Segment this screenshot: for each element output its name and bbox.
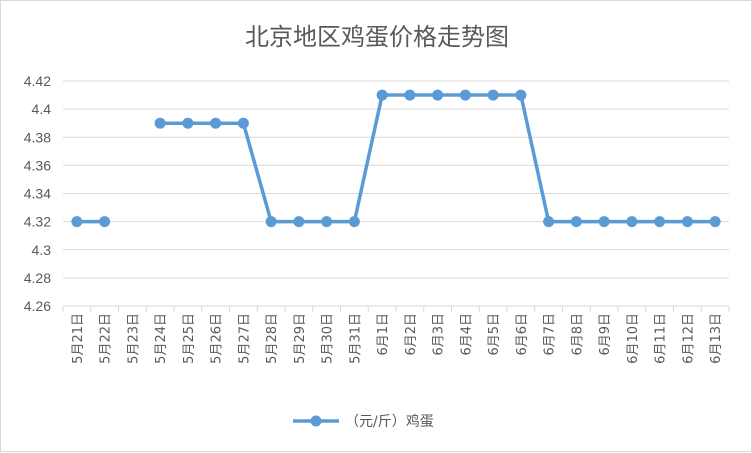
x-tick-label: 5月26日 <box>210 313 225 364</box>
x-tick-label: 5月24日 <box>154 313 169 364</box>
series-layer <box>71 89 721 228</box>
legend: （元/斤）鸡蛋 <box>293 413 434 430</box>
y-tick-label: 4.28 <box>24 270 51 286</box>
data-point <box>321 216 333 228</box>
y-tick-label: 4.4 <box>32 101 52 117</box>
data-point <box>681 216 693 228</box>
x-tick-label: 6月10日 <box>626 313 641 364</box>
x-tick-label: 6月12日 <box>681 313 696 364</box>
data-point <box>404 89 416 101</box>
data-point <box>154 117 166 129</box>
x-tick-label: 6月5日 <box>487 313 502 356</box>
x-tick-label: 6月3日 <box>432 313 447 356</box>
y-tick-label: 4.26 <box>24 298 51 314</box>
data-point <box>709 216 721 228</box>
data-point <box>210 117 222 129</box>
x-tick-label: 5月30日 <box>321 313 336 364</box>
data-point <box>654 216 666 228</box>
x-tick-label: 6月1日 <box>376 313 391 356</box>
x-tick-label: 6月6日 <box>515 313 530 356</box>
y-tick-label: 4.38 <box>24 129 51 145</box>
data-point <box>515 89 527 101</box>
x-tick-label: 6月9日 <box>598 313 613 356</box>
x-tick-label: 6月4日 <box>459 313 474 356</box>
x-tick-label: 6月13日 <box>709 313 724 364</box>
gridlines <box>62 80 730 312</box>
data-point <box>265 216 277 228</box>
x-tick-label: 6月11日 <box>654 313 669 364</box>
y-tick-label: 4.32 <box>24 214 51 230</box>
y-tick-label: 4.34 <box>24 186 51 202</box>
x-tick-label: 6月8日 <box>570 313 585 356</box>
data-point <box>99 216 111 228</box>
data-point <box>293 216 305 228</box>
y-axis-tick-labels: 4.42 4.4 4.38 4.36 4.34 4.32 4.3 4.28 4.26 <box>24 73 51 314</box>
data-point <box>459 89 471 101</box>
chart-title: 北京地区鸡蛋价格走势图 <box>245 23 509 51</box>
data-point <box>71 216 83 228</box>
x-tick-label: 5月28日 <box>265 313 280 364</box>
x-tick-label: 5月25日 <box>182 313 197 364</box>
data-point <box>543 216 555 228</box>
data-point <box>626 216 638 228</box>
data-point <box>237 117 249 129</box>
x-tick-label: 5月22日 <box>99 313 114 364</box>
x-tick-label: 6月2日 <box>404 313 419 356</box>
data-point <box>487 89 499 101</box>
data-point <box>348 216 360 228</box>
x-tick-label: 5月29日 <box>293 313 308 364</box>
legend-label: （元/斤）鸡蛋 <box>345 413 434 430</box>
data-point <box>598 216 610 228</box>
x-tick-label: 5月23日 <box>126 313 141 364</box>
y-tick-label: 4.3 <box>32 242 52 258</box>
x-tick-label: 5月27日 <box>237 313 252 364</box>
data-point <box>182 117 194 129</box>
data-point <box>432 89 444 101</box>
x-axis-tick-labels: 5月21日 5月22日 5月23日 5月24日 5月25日 5月26日 5月27日 5月28日… <box>71 313 724 364</box>
data-point <box>376 89 388 101</box>
series-line <box>76 93 716 224</box>
data-point <box>570 216 582 228</box>
x-tick-label: 5月21日 <box>71 313 86 364</box>
x-tick-label: 5月31日 <box>348 313 363 364</box>
y-tick-label: 4.42 <box>24 73 51 89</box>
x-tick-label: 6月7日 <box>543 313 558 356</box>
legend-marker-swatch <box>310 415 322 427</box>
y-tick-label: 4.36 <box>24 157 51 173</box>
